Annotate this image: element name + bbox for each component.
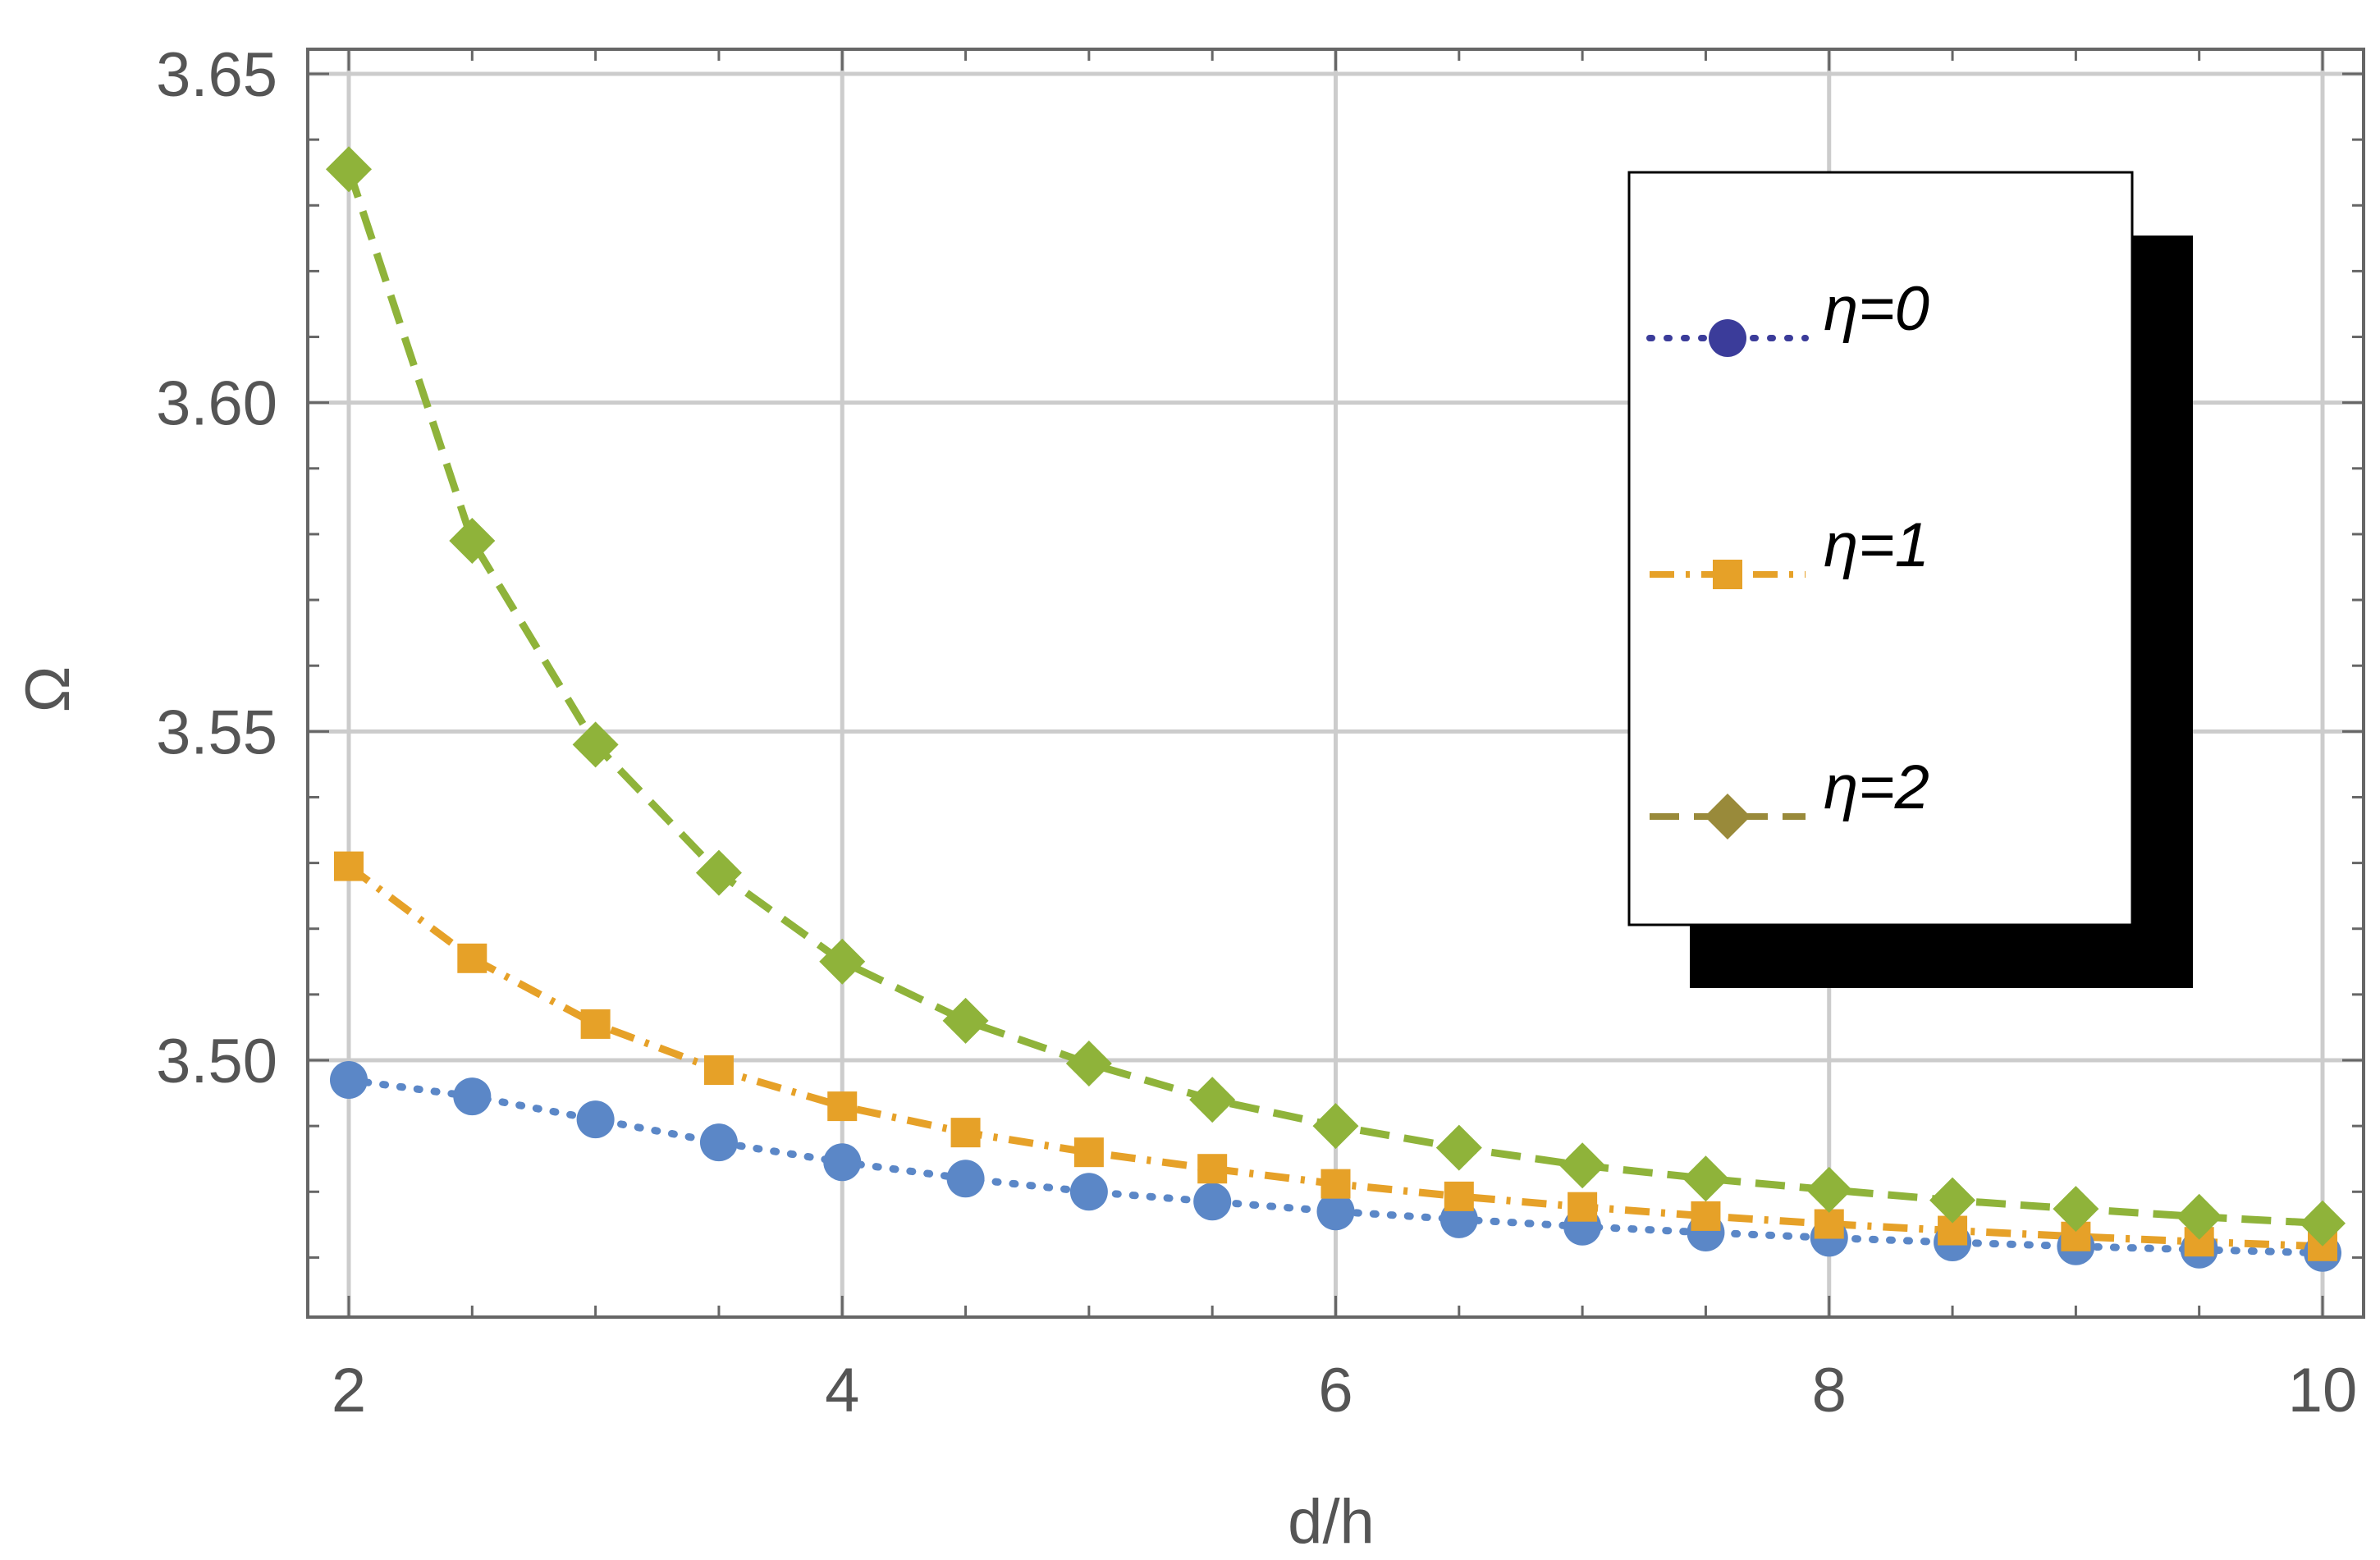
data-point xyxy=(576,1100,615,1139)
legend-marker xyxy=(1705,794,1751,839)
data-point xyxy=(1559,1142,1606,1189)
data-point xyxy=(942,997,989,1044)
data-point xyxy=(326,146,372,193)
data-point xyxy=(1806,1166,1852,1213)
data-point xyxy=(1069,1173,1108,1211)
data-point xyxy=(1568,1192,1598,1222)
data-point xyxy=(827,1091,858,1122)
data-point xyxy=(1073,1137,1104,1168)
y-tick-label: 3.55 xyxy=(156,698,277,767)
data-point xyxy=(1682,1155,1729,1202)
data-point xyxy=(580,1009,611,1039)
data-point xyxy=(1312,1103,1359,1150)
data-point xyxy=(1814,1209,1844,1239)
y-tick-labels: 3.50 3.55 3.60 3.65 xyxy=(156,40,277,1096)
data-point xyxy=(950,1118,981,1148)
minor-ticks xyxy=(308,49,2364,1317)
data-point xyxy=(1197,1154,1228,1184)
data-point xyxy=(823,1143,862,1182)
data-point xyxy=(2053,1186,2099,1233)
data-point xyxy=(457,943,487,973)
series-marker-group xyxy=(334,851,2337,1261)
data-point xyxy=(453,1077,492,1116)
data-point xyxy=(1316,1192,1355,1231)
data-point xyxy=(2300,1200,2346,1247)
legend-box xyxy=(1627,171,2134,926)
x-axis-title: d/h xyxy=(1288,1487,1375,1557)
legend: η=0 η=1 η=2 xyxy=(1627,171,2193,988)
y-tick-label: 3.50 xyxy=(156,1027,277,1096)
data-point xyxy=(946,1160,985,1198)
x-tick-label: 8 xyxy=(1812,1356,1847,1425)
data-point xyxy=(2176,1193,2222,1240)
data-point xyxy=(572,721,619,768)
data-point xyxy=(449,517,496,564)
grid-lines xyxy=(308,49,2364,1317)
data-point xyxy=(703,1055,734,1086)
x-tick-label: 6 xyxy=(1318,1356,1352,1425)
legend-label: η=2 xyxy=(1824,753,1929,822)
y-axis-title: Ω xyxy=(13,666,83,713)
x-tick-label: 2 xyxy=(332,1356,366,1425)
data-point xyxy=(1065,1041,1112,1087)
y-tick-label: 3.65 xyxy=(156,40,277,110)
data-point xyxy=(1929,1177,1976,1224)
data-point xyxy=(695,849,742,896)
data-point xyxy=(699,1123,738,1162)
data-point xyxy=(330,1061,368,1100)
legend-entries: η=0 η=1 η=2 xyxy=(1646,274,1929,839)
data-point xyxy=(1435,1124,1482,1171)
legend-marker xyxy=(1713,560,1742,589)
data-point xyxy=(1193,1183,1232,1221)
plot-frame xyxy=(306,48,2365,1319)
legend-label: η=1 xyxy=(1824,510,1929,580)
series-markers xyxy=(326,146,2346,1272)
data-point xyxy=(334,851,364,881)
legend-label: η=0 xyxy=(1824,274,1929,344)
data-point xyxy=(1189,1077,1236,1123)
data-point xyxy=(1691,1201,1721,1231)
legend-marker xyxy=(1709,319,1746,357)
data-point xyxy=(1320,1169,1351,1199)
x-tick-labels: 2 4 6 8 10 xyxy=(332,1356,2357,1425)
x-tick-label: 10 xyxy=(2288,1356,2358,1425)
y-tick-label: 3.60 xyxy=(156,369,277,439)
data-point xyxy=(819,938,866,985)
x-tick-label: 4 xyxy=(825,1356,859,1425)
series-marker-group xyxy=(326,146,2346,1247)
data-point xyxy=(1444,1181,1474,1211)
